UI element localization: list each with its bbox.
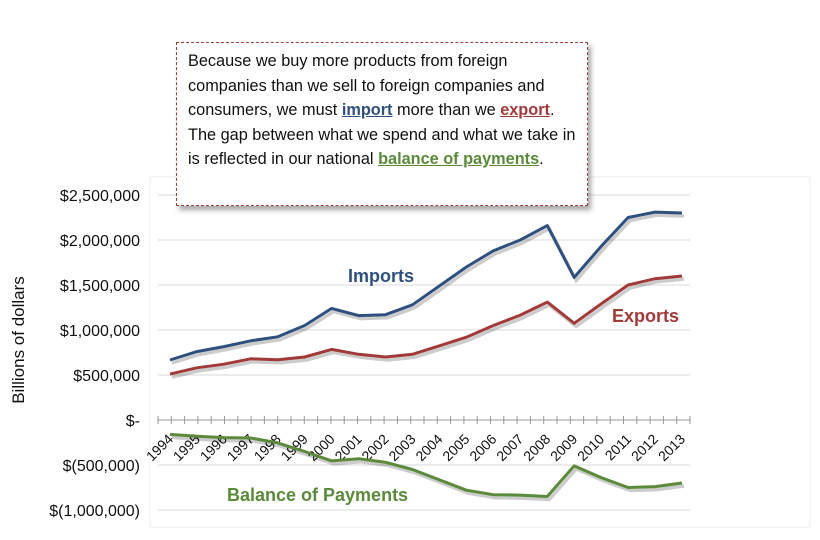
callout-text: more than we [392,101,501,119]
y-tick-label: $- [126,413,140,430]
series-label: Balance of Payments [227,485,408,505]
y-tick-label: $500,000 [73,368,140,385]
y-tick-label: $(500,000) [63,458,140,475]
y-tick-label: $(1,000,000) [49,503,140,520]
series-shadow [171,213,685,365]
series-label: Exports [612,306,679,326]
series-shadow [171,277,685,379]
export-link[interactable]: export [500,101,550,119]
series-line-balance-of-payments [169,432,683,498]
series-label: Imports [348,266,414,286]
y-tick-label: $1,000,000 [60,323,140,340]
balance-of-payments-link[interactable]: balance of payments [378,150,540,168]
callout-text: . [539,150,544,168]
y-tick-label: $2,500,000 [60,188,140,205]
import-link[interactable]: import [341,101,393,119]
y-tick-label: $2,000,000 [60,233,140,250]
series-shadow [171,435,685,502]
callout-box: Because we buy more products from foreig… [176,42,588,206]
y-tick-label: $1,500,000 [60,278,140,295]
series-line-imports [169,210,683,362]
series-line-exports [169,274,683,376]
y-axis-label: Billions of dollars [9,276,28,404]
plot-area [149,176,811,528]
callout-text: Because we buy more products from foreig… [188,52,545,119]
callout-text: . The gap between what we spend and what… [188,101,576,168]
